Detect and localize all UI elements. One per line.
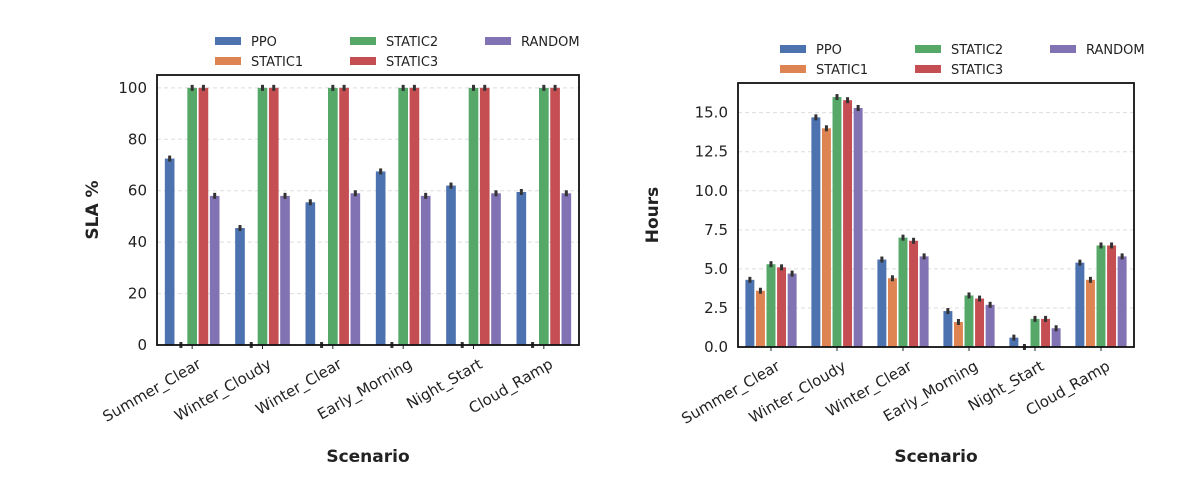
bar-random-winter_clear bbox=[350, 193, 361, 345]
y-tick-label: 15.0 bbox=[695, 104, 728, 122]
legend-label: STATIC2 bbox=[386, 35, 438, 50]
bar-static1-cloud_ramp bbox=[1085, 279, 1095, 347]
bar-random-early_morning bbox=[985, 304, 995, 347]
legend-label: STATIC1 bbox=[816, 63, 868, 78]
bar-static3-winter_cloudy bbox=[268, 87, 279, 345]
y-tick-label: 20 bbox=[128, 285, 147, 303]
bar-static3-early_morning bbox=[975, 298, 985, 347]
bar-random-summer_clear bbox=[787, 273, 797, 347]
bar-ppo-summer_clear bbox=[745, 279, 755, 347]
bar-ppo-night_start bbox=[446, 185, 456, 345]
legend-label: STATIC3 bbox=[386, 55, 438, 70]
bar-static2-night_start bbox=[1030, 318, 1040, 347]
bar-ppo-winter_clear bbox=[305, 202, 316, 345]
bar-static3-early_morning bbox=[409, 87, 420, 345]
legend-label: STATIC1 bbox=[251, 55, 303, 70]
plot-frame bbox=[156, 74, 580, 346]
y-tick-label: 7.5 bbox=[704, 221, 728, 239]
y-axis-label: Hours bbox=[643, 187, 663, 244]
y-tick-label: 10.0 bbox=[695, 182, 728, 200]
bar-static1-early_morning bbox=[953, 322, 963, 347]
legend-label: RANDOM bbox=[1086, 43, 1145, 58]
bar-ppo-cloud_ramp bbox=[1075, 262, 1085, 347]
bar-static2-winter_cloudy bbox=[257, 87, 268, 345]
y-axis-label: SLA % bbox=[83, 180, 103, 239]
bar-ppo-night_start bbox=[1009, 337, 1019, 347]
y-tick-label: 12.5 bbox=[695, 143, 728, 161]
bar-static2-early_morning bbox=[964, 295, 974, 347]
bar-static1-summer_clear bbox=[755, 290, 765, 347]
bar-ppo-winter_cloudy bbox=[235, 228, 245, 345]
bar-random-early_morning bbox=[420, 195, 431, 345]
bar-static2-cloud_ramp bbox=[539, 87, 549, 345]
bar-static1-winter_cloudy bbox=[821, 128, 831, 347]
bar-random-night_start bbox=[491, 193, 501, 345]
y-tick-label: 5.0 bbox=[704, 260, 728, 278]
bar-static3-winter_clear bbox=[339, 87, 349, 345]
bar-static2-cloud_ramp bbox=[1096, 245, 1106, 347]
plot-frame bbox=[737, 82, 1135, 348]
bar-static2-winter_clear bbox=[898, 237, 908, 347]
bar-static2-summer_clear bbox=[187, 87, 197, 345]
bar-ppo-winter_cloudy bbox=[811, 117, 821, 347]
y-tick-label: 2.5 bbox=[704, 299, 728, 317]
legend-swatch bbox=[915, 65, 941, 73]
y-tick-label: 100 bbox=[118, 79, 147, 97]
legend-swatch bbox=[780, 45, 806, 53]
legend-label: PPO bbox=[816, 43, 842, 58]
legend-swatch bbox=[1050, 45, 1076, 53]
legend-swatch bbox=[780, 65, 806, 73]
legend-label: PPO bbox=[251, 35, 277, 50]
x-axis-label: Scenario bbox=[894, 447, 977, 467]
bar-ppo-early_morning bbox=[943, 311, 953, 347]
bar-static3-night_start bbox=[479, 87, 490, 345]
x-axis-label: Scenario bbox=[326, 447, 409, 467]
bar-static2-winter_clear bbox=[328, 87, 338, 345]
legend-swatch bbox=[915, 45, 941, 53]
bar-random-night_start bbox=[1051, 328, 1061, 347]
bar-random-winter_cloudy bbox=[853, 107, 863, 347]
legend-label: RANDOM bbox=[521, 35, 580, 50]
legend-swatch bbox=[350, 57, 376, 65]
legend-label: STATIC2 bbox=[951, 43, 1003, 58]
legend-swatch bbox=[215, 57, 241, 65]
bar-static1-winter_clear bbox=[887, 278, 897, 347]
bar-static3-cloud_ramp bbox=[1107, 245, 1117, 347]
legend-swatch bbox=[215, 37, 241, 45]
bar-ppo-cloud_ramp bbox=[516, 192, 527, 345]
chart-1: 020406080100Summer_ClearWinter_CloudyWin… bbox=[83, 35, 580, 467]
chart-2: 0.02.55.07.510.012.515.0Summer_ClearWint… bbox=[643, 43, 1145, 467]
bar-static3-night_start bbox=[1041, 318, 1051, 347]
bar-ppo-winter_clear bbox=[877, 259, 887, 347]
bar-ppo-summer_clear bbox=[164, 158, 175, 345]
bar-random-winter_clear bbox=[919, 256, 929, 347]
bar-static3-summer_clear bbox=[198, 87, 209, 345]
bar-static3-winter_clear bbox=[909, 240, 919, 347]
legend-swatch bbox=[350, 37, 376, 45]
bar-random-cloud_ramp bbox=[561, 193, 572, 345]
y-tick-label: 80 bbox=[128, 130, 147, 148]
bar-static2-summer_clear bbox=[766, 264, 776, 347]
bar-static2-night_start bbox=[468, 87, 479, 345]
bar-static3-summer_clear bbox=[777, 267, 787, 347]
bar-static3-cloud_ramp bbox=[550, 87, 560, 345]
y-tick-label: 60 bbox=[128, 182, 147, 200]
bar-static3-winter_cloudy bbox=[843, 100, 853, 347]
bar-random-winter_cloudy bbox=[280, 195, 290, 345]
y-tick-label: 0 bbox=[137, 336, 147, 354]
y-tick-label: 0.0 bbox=[704, 338, 728, 356]
bar-ppo-early_morning bbox=[375, 171, 386, 345]
bar-random-cloud_ramp bbox=[1117, 256, 1127, 347]
bar-static2-early_morning bbox=[398, 87, 408, 345]
y-tick-label: 40 bbox=[128, 233, 147, 251]
legend-label: STATIC3 bbox=[951, 63, 1003, 78]
bar-static2-winter_cloudy bbox=[832, 97, 842, 347]
bar-random-summer_clear bbox=[209, 195, 220, 345]
legend-swatch bbox=[485, 37, 511, 45]
